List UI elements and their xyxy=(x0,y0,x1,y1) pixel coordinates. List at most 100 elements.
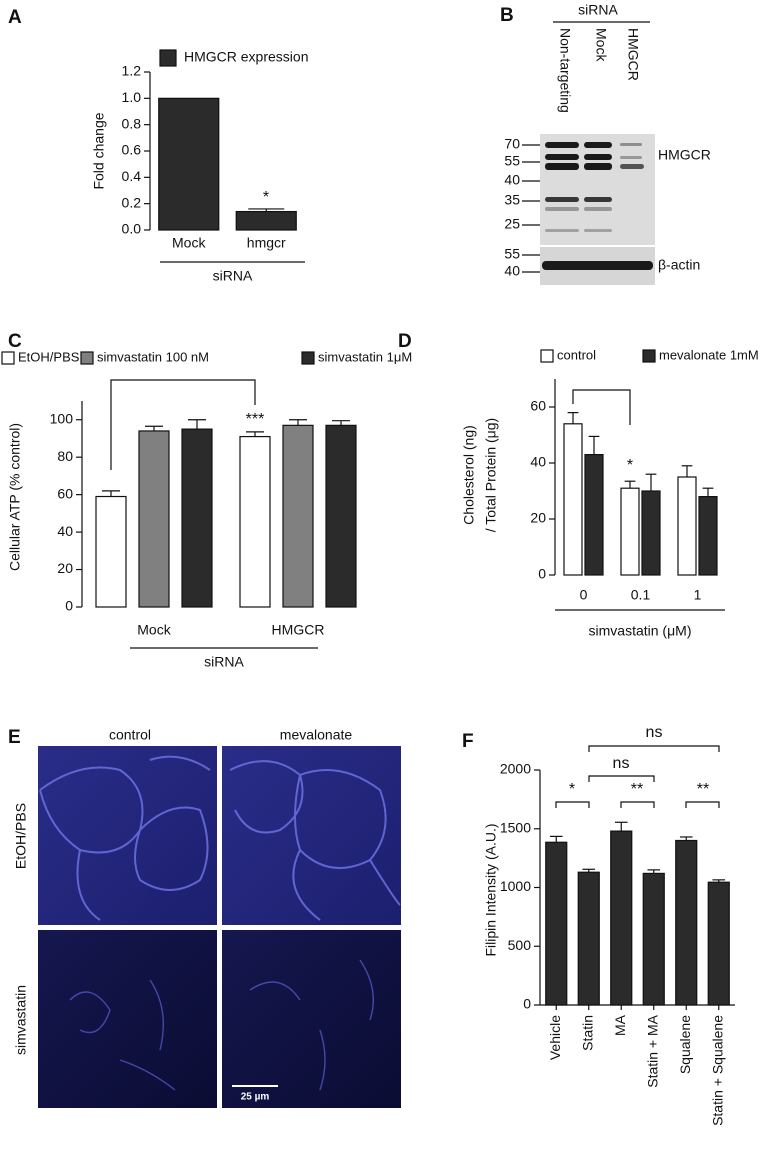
x-tick-label: Vehicle xyxy=(547,1015,563,1060)
significance-label: ** xyxy=(697,781,709,798)
y-tick-label: 100 xyxy=(50,410,74,426)
bar xyxy=(138,430,170,608)
x-tick-label: Statin xyxy=(579,1015,595,1051)
y-tick-label: 20 xyxy=(57,560,73,576)
micrograph-image xyxy=(222,746,401,925)
bar xyxy=(239,435,271,608)
x-tick-label: Mock xyxy=(137,622,171,638)
significance-bracket xyxy=(588,775,655,782)
significance-bracket xyxy=(620,801,655,808)
significance-label: ns xyxy=(613,755,630,772)
group-label: siRNA xyxy=(213,268,253,284)
legend-swatch xyxy=(301,351,315,365)
band-label: β-actin xyxy=(658,257,700,273)
legend-label: mevalonate 1mM xyxy=(659,347,759,362)
micrographs: E control mevalonate EtOH/PBS simvastati… xyxy=(8,727,401,1108)
x-tick-label: 0 xyxy=(580,587,588,603)
y-tick-label: 20 xyxy=(530,510,546,526)
bar xyxy=(563,423,583,576)
legend-swatch xyxy=(159,49,177,67)
bar xyxy=(325,424,357,608)
y-tick-label: 500 xyxy=(508,937,532,953)
legend-swatch xyxy=(80,351,94,365)
y-tick-label: 1.2 xyxy=(122,63,142,79)
column-label: mevalonate xyxy=(280,727,353,743)
band-label: HMGCR xyxy=(658,147,711,163)
y-axis-label: Cholesterol (ng) xyxy=(461,425,477,525)
panel-letter: B xyxy=(500,5,514,26)
legend-label: simvastatin 100 nM xyxy=(97,349,209,364)
y-tick-label: 0 xyxy=(523,996,531,1012)
significance-label: ns xyxy=(646,724,663,741)
bar xyxy=(698,496,718,576)
group-label: simvastatin (μM) xyxy=(589,623,692,639)
x-tick-label: hmgcr xyxy=(247,235,286,251)
panel-letter: D xyxy=(398,331,412,352)
mw-marker: 55 xyxy=(504,246,520,262)
bar xyxy=(235,210,297,231)
row-label: EtOH/PBS xyxy=(13,803,29,869)
micrograph-image xyxy=(38,746,217,925)
micrograph-image xyxy=(222,930,401,1108)
cell-membranes xyxy=(39,755,401,1091)
mw-ticks xyxy=(522,144,540,273)
significance-bracket xyxy=(685,801,720,808)
bar xyxy=(545,841,568,1006)
row-label: simvastatin xyxy=(13,985,29,1055)
scale-bar-label: 25 µm xyxy=(241,1092,270,1103)
western-blot: B siRNA Non-targeting Mock HMGCR 70 55 4… xyxy=(500,2,711,285)
bar xyxy=(641,490,661,576)
panel-letter: C xyxy=(8,331,22,352)
bar xyxy=(95,495,127,608)
group-label: siRNA xyxy=(204,654,244,670)
x-tick-label: MA xyxy=(612,1014,628,1036)
x-tick-label: 1 xyxy=(694,587,702,603)
significance-label: * xyxy=(569,781,575,798)
mw-marker: 70 xyxy=(504,136,520,152)
mw-marker: 25 xyxy=(504,216,520,232)
micrograph-image xyxy=(38,930,217,1108)
x-tick-label: Mock xyxy=(172,235,206,251)
significance-bracket xyxy=(572,389,631,425)
significance-bracket xyxy=(588,745,720,752)
y-tick-label: 80 xyxy=(57,448,73,464)
mw-marker: 40 xyxy=(504,263,520,279)
blot-bands xyxy=(542,142,653,270)
significance-label: * xyxy=(263,189,269,206)
y-tick-label: 0.4 xyxy=(122,168,142,184)
y-axis-label: Fold change xyxy=(91,112,107,189)
bar xyxy=(584,454,604,576)
lane-label: Non-targeting xyxy=(557,28,573,113)
y-tick-label: 1000 xyxy=(500,878,531,894)
x-tick-label: Squalene xyxy=(677,1015,693,1074)
y-axis-label: / Total Protein (μg) xyxy=(483,418,499,532)
mw-marker: 55 xyxy=(504,153,520,169)
x-tick-label: HMGCR xyxy=(272,622,325,638)
legend-label: HMGCR expression xyxy=(184,49,308,65)
lane-label: Mock xyxy=(593,28,609,62)
y-tick-label: 1500 xyxy=(500,819,531,835)
significance-label: *** xyxy=(246,411,265,428)
legend-swatch xyxy=(1,351,15,365)
legend-swatch xyxy=(642,349,656,363)
bar xyxy=(577,871,600,1006)
panel-letter: A xyxy=(8,7,22,28)
legend-swatch xyxy=(540,349,554,363)
y-tick-label: 1.0 xyxy=(122,89,142,105)
y-tick-label: 0 xyxy=(538,566,546,582)
bar xyxy=(610,830,633,1006)
legend-label: EtOH/PBS xyxy=(18,349,80,364)
column-label: control xyxy=(109,727,151,743)
y-tick-label: 40 xyxy=(57,523,73,539)
bar xyxy=(181,428,213,608)
y-tick-label: 0.2 xyxy=(122,194,142,210)
y-axis-label: Filipin Intensity (A.U.) xyxy=(483,823,499,956)
blot-header: siRNA xyxy=(578,2,618,18)
blot-membrane xyxy=(540,134,655,245)
y-tick-label: 0.6 xyxy=(122,142,142,158)
y-tick-label: 60 xyxy=(57,485,73,501)
bar xyxy=(282,424,314,608)
bar xyxy=(707,881,730,1006)
significance-label: * xyxy=(627,457,633,474)
